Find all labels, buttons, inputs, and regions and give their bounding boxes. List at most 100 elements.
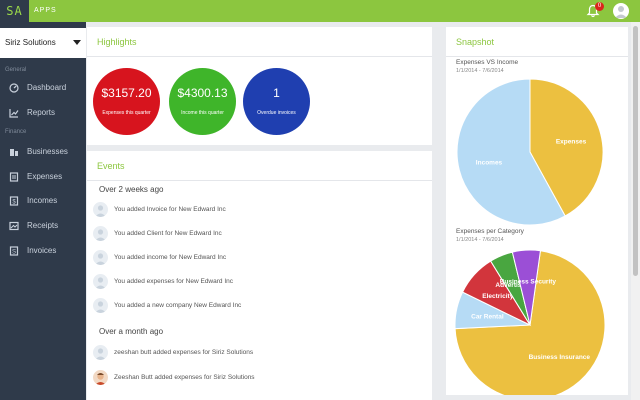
pie-slice-incomes[interactable]: [456, 78, 566, 226]
section-finance-label: Finance: [5, 129, 27, 135]
event-item: You added income for New Edward Inc: [93, 249, 423, 267]
pie-label: Car Rental: [471, 313, 504, 320]
stat-value: $3157.20: [101, 86, 152, 100]
highlights-title: Highlights: [97, 37, 137, 47]
event-item: You added a new company New Edward Inc: [93, 297, 423, 315]
divider: [87, 180, 432, 181]
pie-label: Electricity: [482, 293, 513, 300]
pie-label: Incomes: [476, 160, 503, 167]
user-icon: [95, 277, 106, 289]
sidebar-item-invoices[interactable]: S Invoices: [0, 240, 86, 262]
businesses-icon: [10, 149, 18, 156]
sidebar-item-label: Reports: [27, 108, 56, 117]
user-avatar[interactable]: [613, 3, 629, 19]
user-icon: [615, 6, 627, 18]
pie-slice-expenses[interactable]: [529, 78, 604, 217]
sidebar: Siriz Solutions General Dashboard Report…: [0, 22, 86, 400]
event-group-label: Over a month ago: [99, 327, 164, 336]
top-bar: SA APPS 0: [0, 0, 640, 22]
event-item: Zeeshan Butt added expenses for Siriz So…: [93, 369, 423, 387]
event-item: zeeshan butt added expenses for Siriz So…: [93, 344, 423, 362]
sidebar-item-label: Invoices: [27, 246, 57, 255]
divider: [446, 56, 628, 57]
highlights-card: Highlights $3157.20 Expenses this quarte…: [87, 27, 432, 145]
avatar: [93, 345, 108, 360]
sidebar-item-label: Receipts: [27, 221, 59, 230]
pie-label: Expenses: [556, 138, 587, 145]
chart2-date: 1/1/2014 - 7/6/2014: [456, 237, 504, 243]
user-icon: [95, 253, 106, 265]
event-text: You added a new company New Edward Inc: [114, 302, 242, 309]
pie-label: Business Insurance: [529, 354, 591, 361]
sidebar-item-label: Dashboard: [27, 83, 67, 92]
stat-label: Income this quarter: [181, 110, 224, 116]
event-item: You added Client for New Edward Inc: [93, 225, 423, 243]
avatar: [93, 250, 108, 265]
user-icon: [95, 348, 106, 360]
svg-text:$: $: [12, 200, 16, 206]
stat-value: 1: [273, 86, 280, 100]
overdue-invoices-stat[interactable]: 1 Overdue invoices: [243, 68, 310, 135]
avatar: [93, 202, 108, 217]
chart2-title: Expenses per Category: [456, 228, 524, 235]
app-logo[interactable]: SA: [0, 0, 29, 22]
pie-slice-business-insurance[interactable]: [454, 250, 606, 395]
receipts-icon: [9, 221, 19, 231]
user-photo-icon: [95, 373, 106, 385]
incomes-icon: $: [9, 196, 19, 206]
expenses-quarter-stat[interactable]: $3157.20 Expenses this quarter: [93, 68, 160, 135]
stat-label: Overdue invoices: [257, 110, 296, 116]
avatar: [93, 298, 108, 313]
event-item: You added expenses for New Edward Inc: [93, 273, 423, 291]
events-card: Events Over 2 weeks ago You added Invoic…: [87, 151, 432, 400]
invoices-icon: S: [9, 246, 19, 256]
events-title: Events: [97, 161, 125, 171]
user-icon: [95, 229, 106, 241]
sidebar-item-label: Businesses: [27, 147, 68, 156]
notification-badge: 0: [595, 2, 604, 11]
dashboard-icon: [9, 83, 19, 93]
snapshot-card: Snapshot Expenses VS Income 1/1/2014 - 7…: [446, 27, 628, 395]
snapshot-title: Snapshot: [456, 37, 495, 47]
scrollbar-thumb[interactable]: [633, 26, 638, 276]
event-text: You added Invoice for New Edward Inc: [114, 206, 226, 213]
company-name: Siriz Solutions: [5, 38, 56, 47]
pie-slice-business-security[interactable]: [511, 249, 542, 326]
stat-label: Expenses this quarter: [102, 110, 151, 116]
scrollbar[interactable]: [631, 22, 640, 400]
event-text: You added income for New Edward Inc: [114, 254, 227, 261]
chevron-down-icon: [73, 40, 81, 45]
divider: [87, 56, 432, 57]
sidebar-item-label: Incomes: [27, 196, 58, 205]
user-icon: [95, 205, 106, 217]
company-selector[interactable]: Siriz Solutions: [0, 28, 86, 58]
user-icon: [95, 301, 106, 313]
event-text: You added Client for New Edward Inc: [114, 230, 222, 237]
avatar: [93, 226, 108, 241]
pie-label: Advertising: [495, 282, 531, 289]
chart1-date: 1/1/2014 - 7/6/2014: [456, 68, 504, 74]
sidebar-item-label: Expenses: [27, 172, 63, 181]
chart1-title: Expenses VS Income: [456, 59, 519, 66]
sidebar-item-receipts[interactable]: Receipts: [0, 215, 86, 237]
sidebar-item-reports[interactable]: Reports: [0, 102, 86, 124]
apps-menu[interactable]: APPS: [34, 7, 57, 14]
avatar: [93, 274, 108, 289]
sidebar-item-dashboard[interactable]: Dashboard: [0, 77, 86, 99]
sidebar-item-incomes[interactable]: $ Incomes: [0, 190, 86, 212]
event-group-label: Over 2 weeks ago: [99, 185, 164, 194]
event-text: Zeeshan Butt added expenses for Siriz So…: [114, 374, 255, 381]
sidebar-item-businesses[interactable]: Businesses: [0, 141, 86, 163]
event-text: You added expenses for New Edward Inc: [114, 278, 234, 285]
snapshot-charts: Expenses Incomes Business Insurance Car Ren…: [454, 78, 606, 395]
stat-value: $4300.13: [177, 86, 228, 100]
event-text: zeeshan butt added expenses for Siriz So…: [114, 349, 254, 356]
expenses-icon: [9, 172, 19, 182]
avatar: [93, 370, 108, 385]
income-quarter-stat[interactable]: $4300.13 Income this quarter: [169, 68, 236, 135]
svg-text:S: S: [12, 250, 16, 256]
pie-label: Business Security: [500, 279, 557, 286]
event-item: You added Invoice for New Edward Inc: [93, 201, 423, 219]
reports-icon: [9, 109, 19, 118]
sidebar-item-expenses[interactable]: Expenses: [0, 166, 86, 188]
